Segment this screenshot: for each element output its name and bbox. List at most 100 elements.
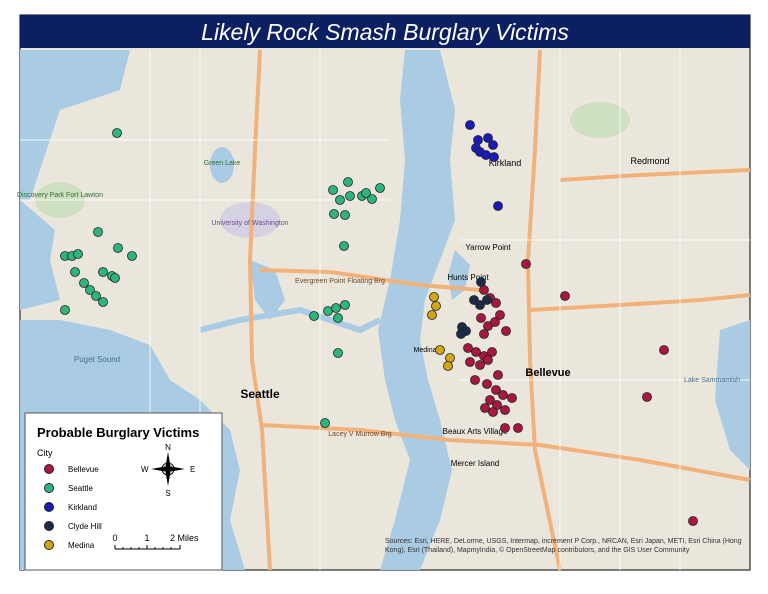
victim-point — [445, 353, 455, 363]
victim-point — [465, 357, 475, 367]
victim-point — [560, 291, 570, 301]
victim-point — [79, 278, 89, 288]
victim-point — [473, 135, 483, 145]
victim-point — [490, 317, 500, 327]
legend-label: Kirkland — [68, 503, 97, 512]
place-label: Green Lake — [204, 160, 241, 167]
legend-field: City — [37, 448, 53, 458]
road — [261, 423, 751, 482]
compass-w: W — [141, 465, 149, 474]
legend-swatch — [44, 483, 54, 493]
victim-point — [501, 326, 511, 336]
victim-point — [456, 329, 466, 339]
victim-point — [480, 403, 490, 413]
victim-point — [443, 361, 453, 371]
victim-point — [113, 243, 123, 253]
victim-point — [642, 392, 652, 402]
place-label: Seattle — [240, 387, 280, 401]
water — [20, 200, 60, 310]
victim-point — [476, 313, 486, 323]
compass-e: E — [190, 465, 195, 474]
place-label: Lacey V Murrow Brg — [328, 431, 392, 438]
victim-point — [435, 345, 445, 355]
victim-point — [513, 423, 523, 433]
place-label: Redmond — [630, 156, 669, 166]
victim-point — [493, 201, 503, 211]
victim-point — [127, 251, 137, 261]
compass-n: N — [165, 443, 171, 452]
scale-label: 2 Miles — [170, 533, 199, 543]
victim-point — [521, 259, 531, 269]
road — [247, 49, 272, 571]
victim-point — [483, 355, 493, 365]
water — [20, 50, 130, 200]
place-label: Mercer Island — [451, 459, 499, 468]
victim-point — [475, 300, 485, 310]
victim-point — [463, 343, 473, 353]
legend-swatch — [44, 464, 54, 474]
victim-point — [328, 185, 338, 195]
victim-point — [70, 267, 80, 277]
victim-point — [98, 297, 108, 307]
place-label: Bellevue — [525, 367, 570, 379]
place-labels: Seattle Bellevue Kirkland Redmond Yarrow Poi… — [17, 156, 740, 468]
legend-swatch — [44, 502, 54, 512]
place-label: Hunts Point — [447, 273, 489, 282]
compass: N S E W — [141, 443, 195, 498]
place-label: Discovery Park Fort Lawton — [17, 192, 103, 199]
victim-point — [333, 313, 343, 323]
victim-point — [476, 277, 486, 287]
title-bar — [20, 15, 750, 48]
scale-bar: 0 1 2 Miles — [112, 533, 199, 550]
victim-point — [309, 311, 319, 321]
island — [455, 440, 480, 520]
road — [559, 168, 751, 182]
legend-label: Clyde Hill — [68, 522, 102, 531]
place-label: Puget Sound — [74, 355, 120, 364]
attribution: Sources: Esri, HERE, DeLorme, USGS, Inte… — [385, 538, 742, 554]
attribution-box: Sources: Esri, HERE, DeLorme, USGS, Inte… — [385, 538, 742, 554]
victim-point — [491, 298, 501, 308]
victim-point — [93, 227, 103, 237]
victim-point — [487, 347, 497, 357]
victim-point — [85, 285, 95, 295]
points — [60, 120, 698, 526]
legend-label: Medina — [68, 541, 95, 550]
victim-point — [491, 385, 501, 395]
victim-point — [333, 348, 343, 358]
victim-point — [507, 393, 517, 403]
place-label: Yarrow Point — [465, 243, 511, 252]
victim-point — [112, 128, 122, 138]
streets — [20, 50, 750, 570]
map-title: Likely Rock Smash Burglary Victims — [201, 19, 569, 45]
scale-label: 1 — [144, 533, 149, 543]
victim-point — [329, 209, 339, 219]
victim-point — [91, 291, 101, 301]
victim-point — [465, 120, 475, 130]
compass-s: S — [165, 489, 170, 498]
victim-point — [481, 150, 491, 160]
victim-point — [495, 310, 505, 320]
victim-point — [320, 418, 330, 428]
victim-point — [60, 305, 70, 315]
place-label: University of Washington — [211, 220, 288, 227]
victim-point — [367, 194, 377, 204]
victim-point — [427, 310, 437, 320]
water — [210, 147, 234, 183]
scale-ticks — [114, 545, 181, 550]
victim-point — [500, 405, 510, 415]
water — [715, 320, 750, 470]
victim-point — [688, 516, 698, 526]
victim-point — [429, 292, 439, 302]
victim-point — [331, 303, 341, 313]
victim-point — [345, 191, 355, 201]
victim-point — [482, 379, 492, 389]
victim-point — [98, 267, 108, 277]
victim-point — [431, 301, 441, 311]
water — [250, 260, 285, 320]
legend-items: Bellevue Seattle Kirkland Clyde Hill Medina — [44, 464, 102, 550]
road — [529, 293, 751, 312]
victim-point — [335, 195, 345, 205]
victim-point — [500, 423, 510, 433]
